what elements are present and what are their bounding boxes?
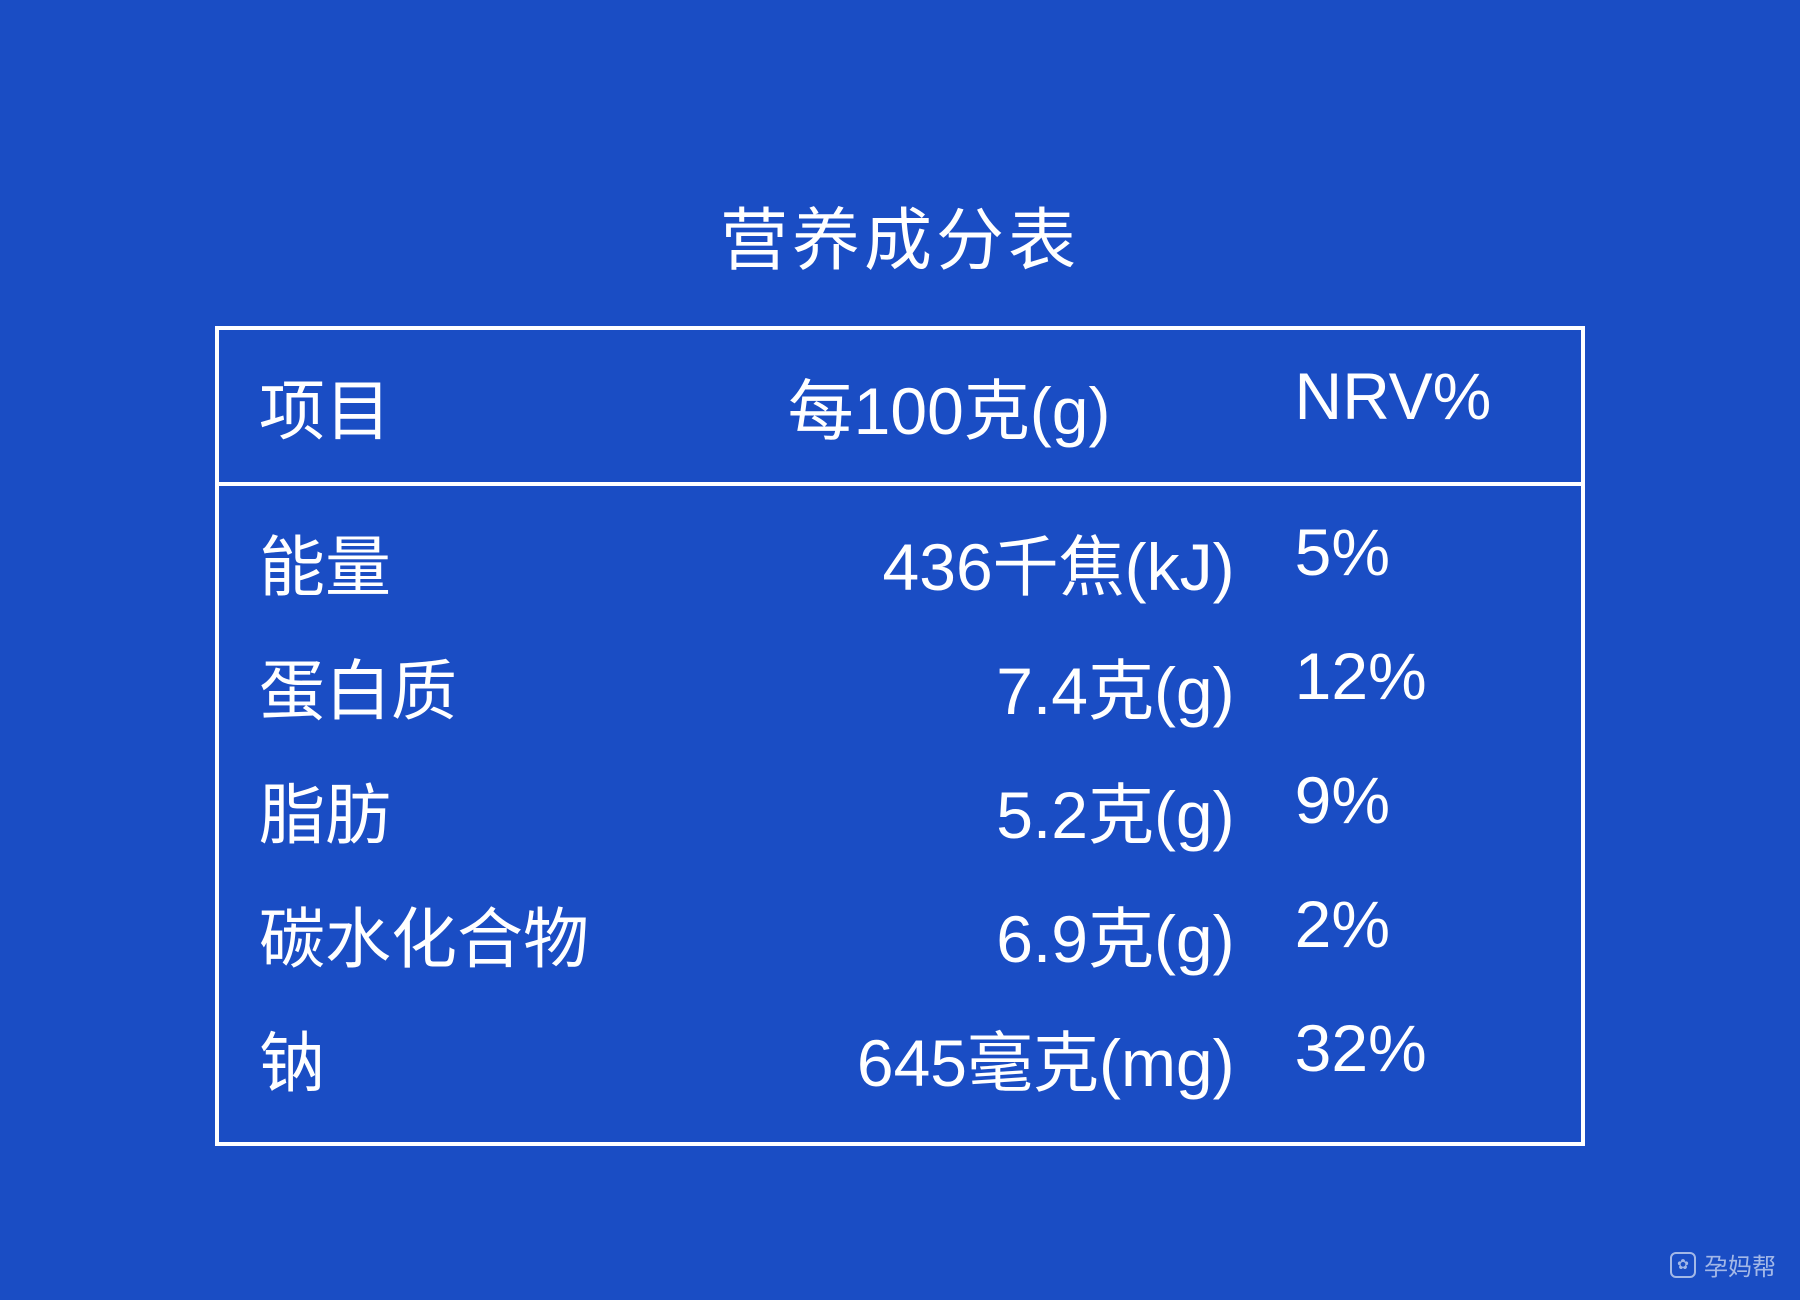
table-title: 营养成分表: [720, 185, 1080, 284]
cell-item: 能量: [259, 514, 633, 610]
table-body: 能量 436千焦(kJ) 5% 蛋白质 7.4克(g) 12% 脂肪 5.2克(…: [219, 486, 1581, 1142]
table-row: 能量 436千焦(kJ) 5%: [219, 500, 1581, 624]
cell-item: 钠: [259, 1010, 633, 1106]
cell-amount: 645毫克(mg): [633, 1010, 1264, 1106]
cell-nrv: 2%: [1265, 886, 1541, 982]
cell-nrv: 32%: [1265, 1010, 1541, 1106]
watermark: ✿ 孕妈帮: [1670, 1247, 1776, 1282]
cell-amount: 436千焦(kJ): [633, 514, 1264, 610]
watermark-icon: ✿: [1670, 1252, 1696, 1278]
table-row: 钠 645毫克(mg) 32%: [219, 996, 1581, 1120]
table-row: 碳水化合物 6.9克(g) 2%: [219, 872, 1581, 996]
cell-amount: 6.9克(g): [633, 886, 1264, 982]
watermark-text: 孕妈帮: [1704, 1247, 1776, 1282]
nutrition-table: 项目 每100克(g) NRV% 能量 436千焦(kJ) 5% 蛋白质 7.4…: [215, 326, 1585, 1146]
cell-item: 脂肪: [259, 762, 633, 858]
table-row: 脂肪 5.2克(g) 9%: [219, 748, 1581, 872]
table-row: 蛋白质 7.4克(g) 12%: [219, 624, 1581, 748]
cell-amount: 7.4克(g): [633, 638, 1264, 734]
cell-item: 碳水化合物: [259, 886, 633, 982]
table-header-row: 项目 每100克(g) NRV%: [219, 330, 1581, 486]
header-item: 项目: [259, 358, 634, 454]
cell-nrv: 5%: [1265, 514, 1541, 610]
header-nrv: NRV%: [1265, 358, 1541, 454]
cell-item: 蛋白质: [259, 638, 633, 734]
cell-nrv: 9%: [1265, 762, 1541, 858]
header-amount: 每100克(g): [634, 358, 1265, 454]
cell-nrv: 12%: [1265, 638, 1541, 734]
cell-amount: 5.2克(g): [633, 762, 1264, 858]
